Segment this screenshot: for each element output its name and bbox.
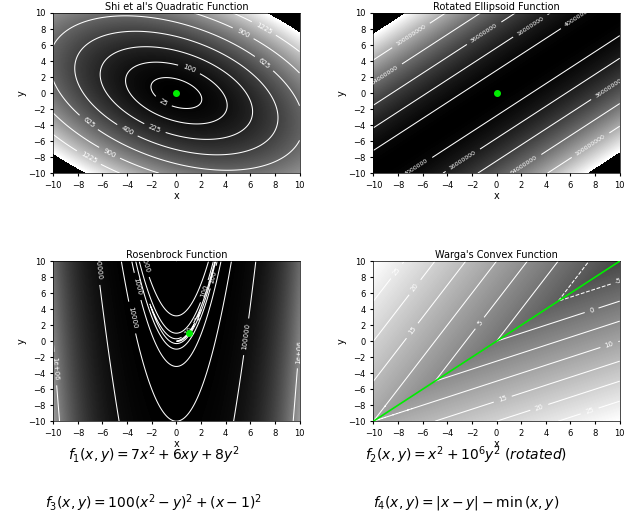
Y-axis label: y: y xyxy=(17,90,27,96)
Text: 1e+06: 1e+06 xyxy=(295,340,302,363)
Text: 36000000: 36000000 xyxy=(470,23,498,44)
Y-axis label: y: y xyxy=(337,90,347,96)
Title: Warga's Convex Function: Warga's Convex Function xyxy=(435,250,558,261)
X-axis label: x: x xyxy=(173,439,179,449)
Text: 15: 15 xyxy=(407,326,418,336)
Text: 900: 900 xyxy=(236,27,250,39)
Title: Rotated Ellipsoid Function: Rotated Ellipsoid Function xyxy=(433,2,560,12)
Text: 20: 20 xyxy=(410,282,420,293)
Text: 25: 25 xyxy=(585,407,595,415)
Text: 5: 5 xyxy=(476,319,483,327)
X-axis label: x: x xyxy=(173,191,179,201)
Text: 15: 15 xyxy=(498,395,508,404)
Text: 20: 20 xyxy=(534,403,545,411)
Text: 100000: 100000 xyxy=(93,253,102,280)
Text: 10000: 10000 xyxy=(127,306,137,329)
Text: $f_4(x, y) = |x - y| - \min\,(x, y)$: $f_4(x, y) = |x - y| - \min\,(x, y)$ xyxy=(373,495,560,512)
Text: 64000000: 64000000 xyxy=(371,64,399,86)
Text: 10: 10 xyxy=(183,326,193,336)
Text: 100: 100 xyxy=(208,270,218,284)
Text: 10: 10 xyxy=(604,340,615,349)
Text: 16000000: 16000000 xyxy=(516,15,545,36)
Text: 4000000: 4000000 xyxy=(404,158,429,177)
Title: Rosenbrock Function: Rosenbrock Function xyxy=(126,250,227,261)
Text: 1: 1 xyxy=(194,316,201,321)
Text: $f_2(x, y) = x^2 + 10^6y^2$ ($\mathit{rotated}$): $f_2(x, y) = x^2 + 10^6y^2$ ($\mathit{ro… xyxy=(366,444,567,466)
Text: 1e+06: 1e+06 xyxy=(51,357,59,381)
Text: 16000000: 16000000 xyxy=(448,150,477,171)
Text: 64000000: 64000000 xyxy=(510,155,538,176)
X-axis label: x: x xyxy=(494,439,500,449)
Text: 4000000: 4000000 xyxy=(564,9,589,28)
Text: 1225: 1225 xyxy=(255,21,273,35)
Text: 25: 25 xyxy=(158,97,168,107)
Text: 100000000: 100000000 xyxy=(395,24,427,47)
Text: 225: 225 xyxy=(148,123,162,134)
Text: 100: 100 xyxy=(200,284,210,298)
X-axis label: x: x xyxy=(494,191,500,201)
Text: 625: 625 xyxy=(257,57,271,70)
Y-axis label: y: y xyxy=(17,339,27,344)
Text: -5: -5 xyxy=(615,278,623,285)
Text: 400: 400 xyxy=(120,125,135,136)
Text: 100: 100 xyxy=(182,63,197,74)
Text: 100000000: 100000000 xyxy=(575,134,607,157)
Text: $f_1(x, y) = 7x^2 + 6xy + 8y^2$: $f_1(x, y) = 7x^2 + 6xy + 8y^2$ xyxy=(68,444,239,466)
Text: 25: 25 xyxy=(391,266,402,276)
Title: Shi et al's Quadratic Function: Shi et al's Quadratic Function xyxy=(105,2,248,12)
Text: $f_3(x, y) = 100(x^2 - y)^2 + (x - 1)^2$: $f_3(x, y) = 100(x^2 - y)^2 + (x - 1)^2$ xyxy=(45,492,262,514)
Text: 36000000: 36000000 xyxy=(594,77,623,99)
Text: 900: 900 xyxy=(102,147,117,159)
Text: 100000: 100000 xyxy=(242,323,251,350)
Text: 1000: 1000 xyxy=(140,254,150,273)
Text: 0: 0 xyxy=(588,307,595,314)
Text: 1225: 1225 xyxy=(80,151,98,165)
Text: 1000: 1000 xyxy=(133,277,143,296)
Text: 625: 625 xyxy=(81,116,96,129)
Y-axis label: y: y xyxy=(337,339,347,344)
